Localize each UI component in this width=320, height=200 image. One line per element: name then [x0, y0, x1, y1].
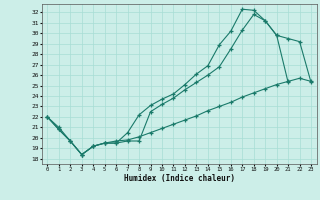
- X-axis label: Humidex (Indice chaleur): Humidex (Indice chaleur): [124, 174, 235, 183]
